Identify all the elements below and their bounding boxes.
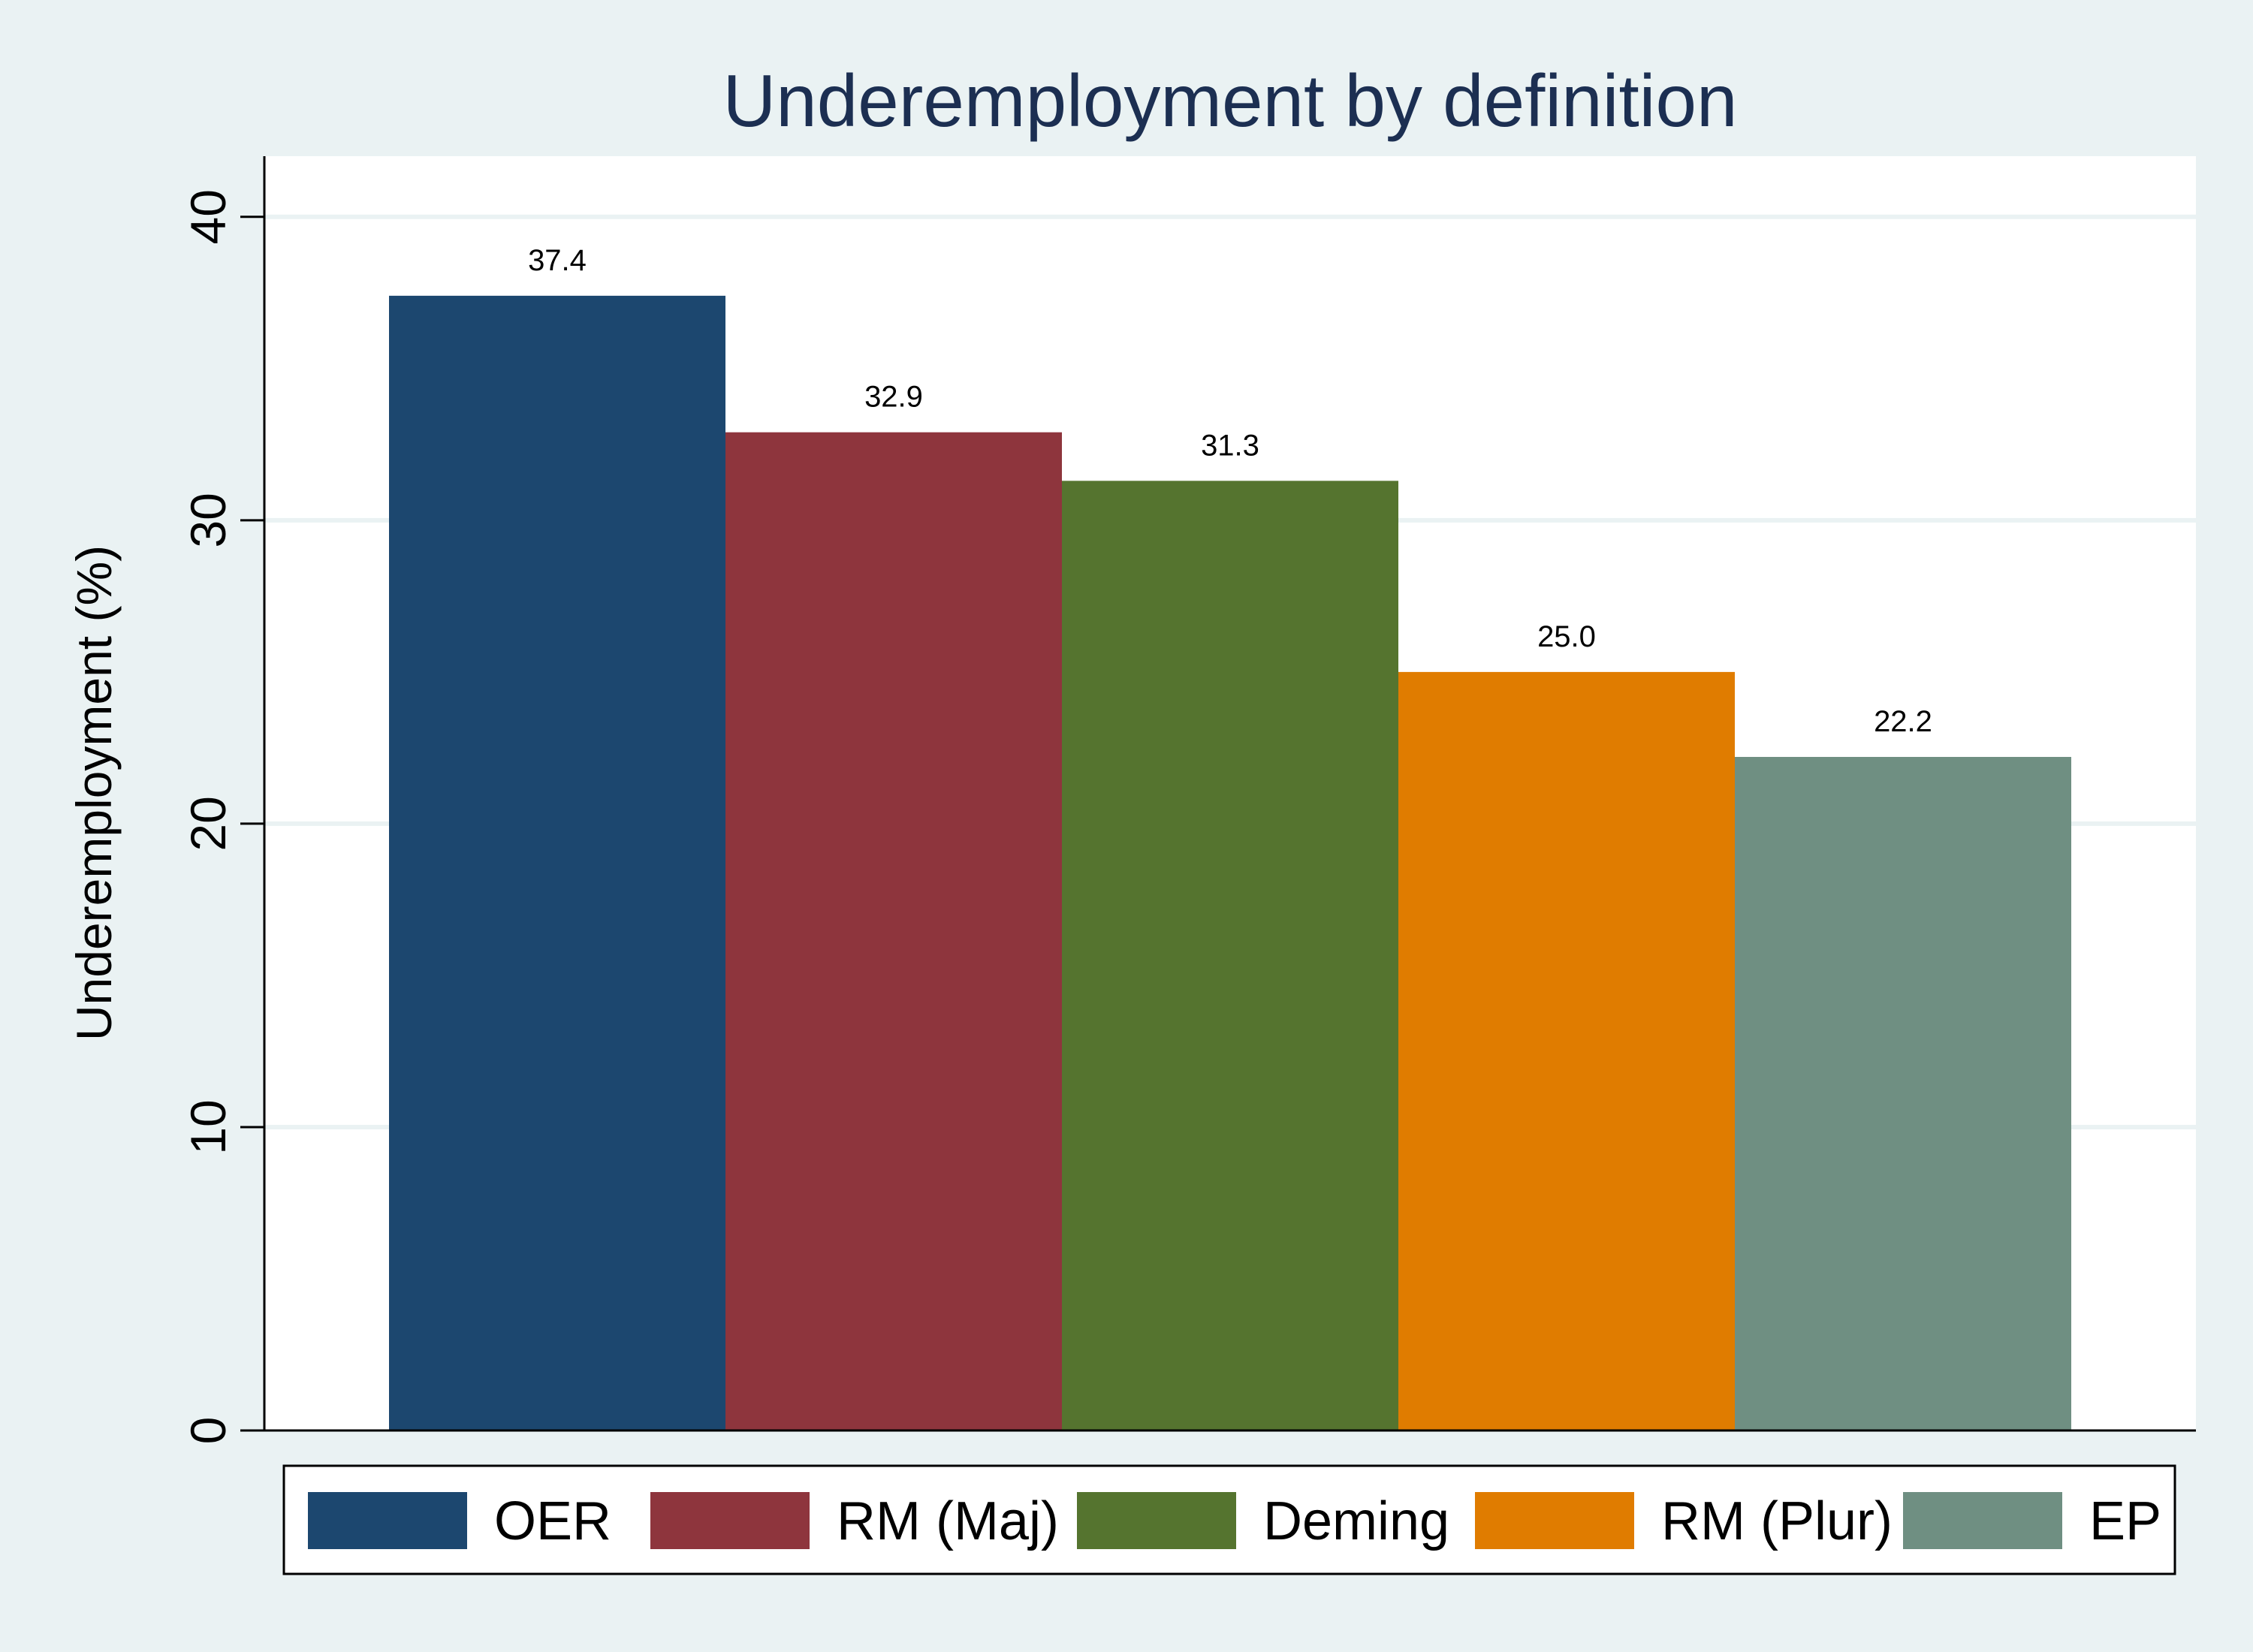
legend-swatch <box>1475 1492 1634 1549</box>
bar-value-label: 31.3 <box>1201 429 1259 462</box>
bar <box>725 432 1062 1430</box>
bar-value-label: 25.0 <box>1537 620 1596 653</box>
y-axis-label: Underemployment (%) <box>66 545 122 1041</box>
bar <box>1735 757 2071 1430</box>
legend-label: Deming <box>1263 1491 1449 1551</box>
y-tick-label: 10 <box>180 1099 236 1154</box>
y-tick-label: 20 <box>180 796 236 851</box>
legend-label: RM (Plur) <box>1661 1491 1893 1551</box>
legend-swatch <box>308 1492 467 1549</box>
legend: OER RM (Maj) Deming RM (Plur) EP <box>308 1491 2161 1551</box>
legend-label: EP <box>2089 1491 2161 1551</box>
y-tick-label: 0 <box>180 1417 236 1445</box>
bar-labels: 37.4 32.9 31.3 25.0 22.2 <box>528 244 1932 738</box>
y-tick-label: 40 <box>180 189 236 244</box>
legend-label: OER <box>494 1491 611 1551</box>
chart-title: Underemployment by definition <box>723 59 1738 142</box>
bar-value-label: 32.9 <box>864 381 923 414</box>
bar <box>1062 481 1398 1430</box>
bar <box>1398 671 1735 1430</box>
y-tick-label: 30 <box>180 493 236 547</box>
bars <box>389 295 2071 1430</box>
bar-value-label: 22.2 <box>1874 705 1932 738</box>
bar-value-label: 37.4 <box>528 244 587 277</box>
legend-label: RM (Maj) <box>837 1491 1059 1551</box>
legend-swatch <box>650 1492 810 1549</box>
legend-swatch <box>1903 1492 2062 1549</box>
bar <box>389 295 725 1430</box>
y-axis-ticks: 0 10 20 30 40 <box>180 189 264 1444</box>
legend-swatch <box>1077 1492 1236 1549</box>
